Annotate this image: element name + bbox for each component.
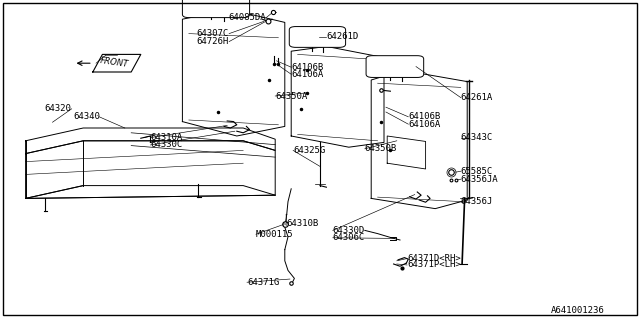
Text: 64340: 64340 bbox=[74, 112, 100, 121]
Text: 64371P<LH>: 64371P<LH> bbox=[407, 260, 461, 269]
FancyBboxPatch shape bbox=[289, 27, 346, 47]
Text: 64310B: 64310B bbox=[287, 220, 319, 228]
Text: 64356JA: 64356JA bbox=[461, 175, 499, 184]
Text: 64330C: 64330C bbox=[150, 140, 182, 149]
Text: 65585C: 65585C bbox=[461, 167, 493, 176]
Text: A641001236: A641001236 bbox=[550, 306, 604, 315]
FancyBboxPatch shape bbox=[366, 56, 424, 77]
Text: 64371D<RH>: 64371D<RH> bbox=[407, 254, 461, 263]
Text: 64343C: 64343C bbox=[461, 133, 493, 142]
Text: 64106B: 64106B bbox=[291, 63, 323, 72]
Text: 64306C: 64306C bbox=[333, 233, 365, 242]
Text: 64085DA: 64085DA bbox=[228, 13, 266, 22]
Text: 64106B: 64106B bbox=[408, 112, 440, 121]
Text: 64261D: 64261D bbox=[326, 32, 358, 41]
Text: 64310A: 64310A bbox=[150, 133, 182, 142]
FancyBboxPatch shape bbox=[182, 0, 250, 18]
Text: 64350A: 64350A bbox=[275, 92, 307, 100]
Text: 64106A: 64106A bbox=[408, 120, 440, 129]
Text: 64325G: 64325G bbox=[293, 146, 325, 155]
Text: 64350B: 64350B bbox=[365, 144, 397, 153]
Text: 64106A: 64106A bbox=[291, 70, 323, 79]
Text: 64330D: 64330D bbox=[333, 226, 365, 235]
Text: 64307C: 64307C bbox=[197, 29, 229, 38]
Text: 64261A: 64261A bbox=[461, 93, 493, 102]
Text: M: M bbox=[283, 221, 287, 227]
Text: 64356J: 64356J bbox=[461, 197, 493, 206]
Text: M000115: M000115 bbox=[256, 230, 294, 239]
Text: 64371G: 64371G bbox=[247, 278, 279, 287]
Text: 64320: 64320 bbox=[45, 104, 72, 113]
Text: 64726H: 64726H bbox=[197, 37, 229, 46]
Text: FRONT: FRONT bbox=[99, 56, 129, 69]
